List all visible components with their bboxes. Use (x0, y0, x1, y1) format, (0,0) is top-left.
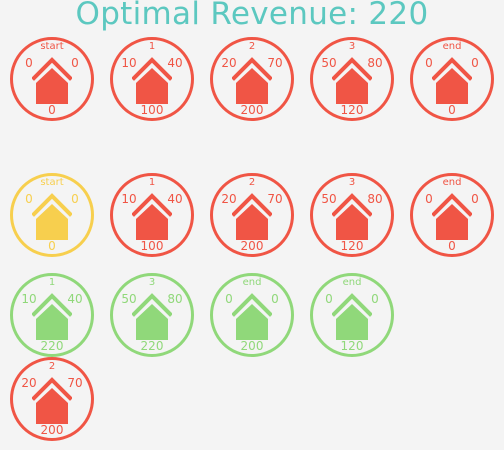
node-right-value: 70 (267, 56, 283, 70)
node-left-value: 10 (121, 56, 137, 70)
node-left-value: 0 (25, 56, 33, 70)
node-revenue: 200 (240, 339, 264, 353)
node-left-value: 0 (25, 192, 33, 206)
node-label: 3 (348, 41, 356, 52)
node-right-value: 40 (167, 192, 183, 206)
house-node[interactable]: 2 20 70 200 (210, 37, 294, 121)
node-left-value: 20 (21, 376, 37, 390)
node-left-value: 0 (425, 56, 433, 70)
node-revenue: 100 (140, 103, 164, 117)
house-icon (432, 57, 472, 104)
house-node[interactable]: end 0 0 0 (410, 173, 494, 257)
node-label: 3 (148, 277, 156, 288)
node-label: end (242, 277, 262, 288)
node-right-value: 80 (367, 56, 383, 70)
house-icon (32, 377, 72, 424)
node-right-value: 40 (67, 292, 83, 306)
node-revenue: 200 (240, 103, 264, 117)
house-node[interactable]: 1 10 40 100 (110, 37, 194, 121)
node-revenue: 200 (240, 239, 264, 253)
node-revenue: 120 (340, 103, 364, 117)
node-left-value: 20 (221, 56, 237, 70)
house-node[interactable]: 2 20 70 200 (210, 173, 294, 257)
house-node[interactable]: start 0 0 0 (10, 173, 94, 257)
node-revenue: 220 (40, 339, 64, 353)
house-icon (132, 293, 172, 340)
house-icon (32, 193, 72, 240)
house-node[interactable]: 1 10 40 100 (110, 173, 194, 257)
node-label: end (442, 41, 462, 52)
node-right-value: 0 (471, 56, 479, 70)
node-right-value: 0 (371, 292, 379, 306)
house-icon (332, 293, 372, 340)
node-label: 2 (248, 177, 256, 188)
house-icon (232, 57, 272, 104)
house-icon (132, 57, 172, 104)
house-icon (32, 293, 72, 340)
node-label: end (342, 277, 362, 288)
house-node[interactable]: start 0 0 0 (10, 37, 94, 121)
house-node[interactable]: end 0 0 200 (210, 273, 294, 357)
house-node[interactable]: 1 10 40 220 (10, 273, 94, 357)
node-revenue: 0 (448, 239, 456, 253)
node-revenue: 0 (448, 103, 456, 117)
node-left-value: 10 (121, 192, 137, 206)
node-left-value: 50 (321, 192, 337, 206)
node-right-value: 70 (267, 192, 283, 206)
node-right-value: 0 (271, 292, 279, 306)
node-right-value: 80 (367, 192, 383, 206)
node-left-value: 10 (21, 292, 37, 306)
node-left-value: 50 (121, 292, 137, 306)
house-node[interactable]: end 0 0 0 (410, 37, 494, 121)
node-label: 3 (348, 177, 356, 188)
house-node[interactable]: 3 50 80 120 (310, 173, 394, 257)
node-right-value: 0 (71, 56, 79, 70)
node-label: 1 (148, 41, 156, 52)
house-icon (332, 57, 372, 104)
house-icon (232, 193, 272, 240)
node-label: end (442, 177, 462, 188)
node-right-value: 0 (471, 192, 479, 206)
node-revenue: 220 (140, 339, 164, 353)
node-right-value: 0 (71, 192, 79, 206)
node-label: start (40, 41, 64, 52)
house-icon (432, 193, 472, 240)
node-left-value: 50 (321, 56, 337, 70)
node-right-value: 40 (167, 56, 183, 70)
node-label: 2 (248, 41, 256, 52)
house-icon (132, 193, 172, 240)
node-label: 1 (148, 177, 156, 188)
node-left-value: 0 (325, 292, 333, 306)
node-revenue: 120 (340, 339, 364, 353)
node-label: 2 (48, 361, 56, 372)
house-icon (232, 293, 272, 340)
node-revenue: 0 (48, 239, 56, 253)
node-revenue: 120 (340, 239, 364, 253)
house-node[interactable]: 3 50 80 120 (310, 37, 394, 121)
house-icon (32, 57, 72, 104)
node-left-value: 20 (221, 192, 237, 206)
node-right-value: 70 (67, 376, 83, 390)
house-node[interactable]: 3 50 80 220 (110, 273, 194, 357)
node-revenue: 100 (140, 239, 164, 253)
house-node[interactable]: 2 20 70 200 (10, 357, 94, 441)
node-right-value: 80 (167, 292, 183, 306)
node-left-value: 0 (225, 292, 233, 306)
node-label: 1 (48, 277, 56, 288)
house-node[interactable]: end 0 0 120 (310, 273, 394, 357)
optimal-revenue-title: Optimal Revenue: 220 (75, 0, 429, 32)
node-left-value: 0 (425, 192, 433, 206)
node-revenue: 0 (48, 103, 56, 117)
node-revenue: 200 (40, 423, 64, 437)
node-label: start (40, 177, 64, 188)
house-icon (332, 193, 372, 240)
